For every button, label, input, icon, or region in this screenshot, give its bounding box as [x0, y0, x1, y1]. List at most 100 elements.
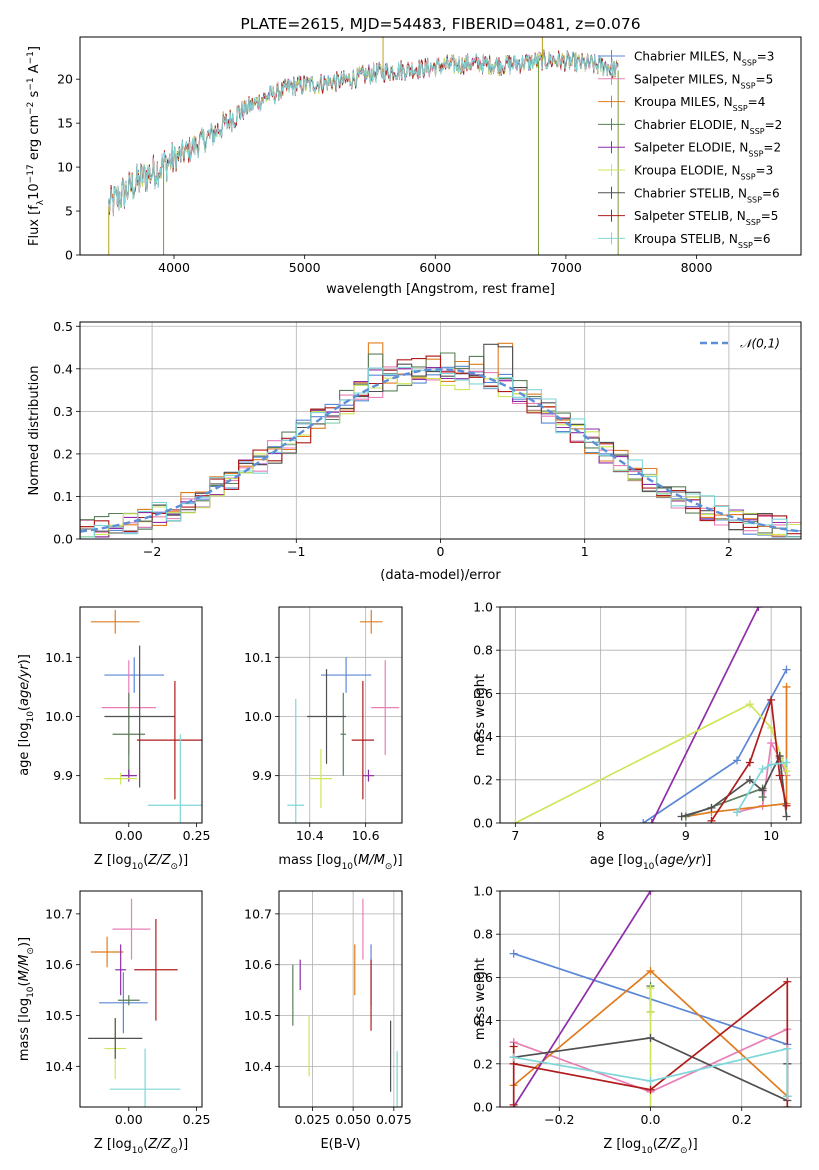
figure-title: PLATE=2615, MJD=54483, FIBERID=0481, z=0…: [240, 15, 640, 33]
y-tick-label: 0.6: [473, 970, 493, 985]
legend-label-2: Kroupa MILES, NSSP=4: [634, 95, 765, 113]
legend-label-8: Kroupa STELIB, NSSP=6: [634, 232, 771, 250]
weight-marker: [783, 977, 792, 986]
legend-label-6: Chabrier STELIB, NSSP=6: [634, 186, 780, 204]
axis-frame: [278, 890, 403, 1108]
y-tick-label: 10.1: [244, 650, 272, 665]
y-tick-label: 0.0: [53, 532, 73, 547]
weight-marker: [707, 803, 716, 812]
x-tick-label: 0: [437, 544, 445, 559]
y-tick-label: 0.0: [473, 816, 493, 831]
x-tick-label: 0.0: [641, 1112, 661, 1127]
mass-vs-EBV-plot-area: [292, 898, 398, 1107]
axis-frame: [79, 606, 203, 824]
legend-label-3: Chabrier ELODIE, NSSP=2: [634, 118, 782, 136]
x-tick-label: −2: [143, 544, 161, 559]
axis-frame: [278, 606, 403, 824]
spectrum-plot-area: [108, 37, 619, 255]
weight-vs-age-ylabel: mass weight: [473, 674, 488, 756]
weight-marker: [646, 1103, 655, 1107]
weight-marker: [677, 812, 686, 821]
y-tick-label: 0.4: [473, 1013, 493, 1028]
x-tick-label: 0.00: [115, 1112, 143, 1127]
weight-line-5: [514, 703, 788, 823]
weight-marker: [647, 819, 656, 823]
y-tick-label: 10.4: [45, 1059, 73, 1074]
x-tick-label: 4000: [158, 260, 190, 275]
y-tick-label: 0.5: [53, 319, 73, 334]
y-tick-label: 10.0: [244, 709, 272, 724]
y-tick-label: 0.2: [473, 772, 493, 787]
y-tick-label: 10.7: [45, 906, 73, 921]
x-tick-label: 10.6: [352, 828, 380, 843]
y-tick-label: 0.3: [53, 404, 73, 419]
weight-marker: [782, 682, 791, 691]
weight-marker: [758, 786, 767, 795]
weight-marker: [782, 758, 791, 767]
y-tick-label: 0.8: [473, 643, 493, 658]
weight-marker: [509, 1100, 518, 1107]
x-tick-label: 7000: [550, 260, 582, 275]
weight-line-4: [651, 607, 760, 823]
y-tick-label: 0.0: [473, 1100, 493, 1115]
mass-vs-Z-xlabel: Z [log10(Z/Z⊙)]: [94, 1137, 188, 1156]
weight-marker: [646, 1077, 655, 1086]
weight-marker: [745, 758, 754, 767]
axis-frame: [79, 321, 802, 540]
residuals-plot-area: [80, 342, 801, 539]
y-tick-label: 0.2: [473, 1056, 493, 1071]
legend-label-0: Chabrier MILES, NSSP=3: [634, 50, 774, 68]
spectrum-ylabel: Flux [fλ10−17 erg cm−2 s−1 A−1]: [26, 46, 46, 246]
y-tick-label: 0.8: [473, 927, 493, 942]
weight-marker: [783, 1044, 792, 1053]
x-tick-label: 8: [597, 828, 605, 843]
weight-marker: [646, 966, 655, 975]
weight-marker: [758, 765, 767, 773]
weight-marker: [745, 775, 754, 784]
age-vs-Z-plot-area: [90, 609, 202, 823]
y-tick-label: 0.1: [53, 489, 73, 504]
y-tick-label: 10.1: [45, 650, 73, 665]
x-tick-label: 2: [725, 544, 733, 559]
y-tick-label: 0: [65, 248, 73, 263]
weight-marker: [733, 808, 742, 817]
spectrum-legend: Chabrier MILES, NSSP=3 Salpeter MILES, NS…: [598, 50, 782, 250]
normal-curve: [80, 368, 801, 533]
x-tick-label: 10: [763, 828, 779, 843]
x-tick-label: 1: [581, 544, 589, 559]
axes-mass-vs-EBV: 0.025 0.050 0.075 10.4 10.5 10.6 10.7 E(B-V): [244, 890, 412, 1152]
mass-vs-Z-ylabel: mass [log10(M/M⊙)]: [17, 937, 36, 1061]
weight-line-0: [642, 669, 788, 823]
y-tick-label: 10.5: [45, 1008, 73, 1023]
weight-vs-age-xlabel: age [log10(age/yr)]: [590, 853, 712, 872]
weight-vs-Z-xlabel: Z [log10(Z/Z⊙)]: [603, 1137, 697, 1156]
weight-line-8: [513, 1047, 789, 1097]
x-tick-label: 0.075: [376, 1112, 412, 1127]
spectrum-line-8: [108, 49, 619, 215]
axis-frame: [499, 890, 802, 1108]
weight-marker: [754, 607, 763, 611]
y-tick-label: 5: [65, 204, 73, 219]
weight-marker: [733, 756, 742, 765]
age-vs-Z-xlabel: Z [log10(Z/Z⊙)]: [94, 853, 188, 872]
weight-vs-age-plot-area: [511, 607, 791, 823]
x-tick-label: 0.050: [335, 1112, 371, 1127]
y-tick-label: 10.6: [45, 957, 73, 972]
weight-marker: [782, 801, 791, 810]
y-tick-label: 10.4: [244, 1059, 272, 1074]
x-tick-label: −1: [287, 544, 305, 559]
x-tick-label: 5000: [289, 260, 321, 275]
residuals-xlabel: (data-model)/error: [380, 568, 501, 583]
weight-marker: [782, 812, 791, 821]
x-tick-label: 7: [511, 828, 519, 843]
x-tick-label: 0.00: [115, 828, 143, 843]
weight-marker: [767, 695, 776, 704]
axes-spectrum: 4000 5000 6000 7000 8000 0 5 10 15 20 PLATE=2615, …: [26, 15, 802, 297]
axis-frame: [79, 890, 203, 1108]
axes-weight-vs-Z: −0.2 0.0 0.2 0.0 0.2 0.4 0.6 0.8 1.0 Z [log10(Z/Z…: [473, 884, 802, 1156]
y-tick-label: 1.0: [473, 600, 493, 615]
weight-marker: [646, 891, 655, 895]
axes-age-vs-Z: 0.00 0.25 9.9 10.0 10.1 Z [log10(Z/Z⊙)] age [l…: [17, 606, 210, 872]
x-tick-label: 9: [682, 828, 690, 843]
axis-frame: [79, 36, 802, 256]
